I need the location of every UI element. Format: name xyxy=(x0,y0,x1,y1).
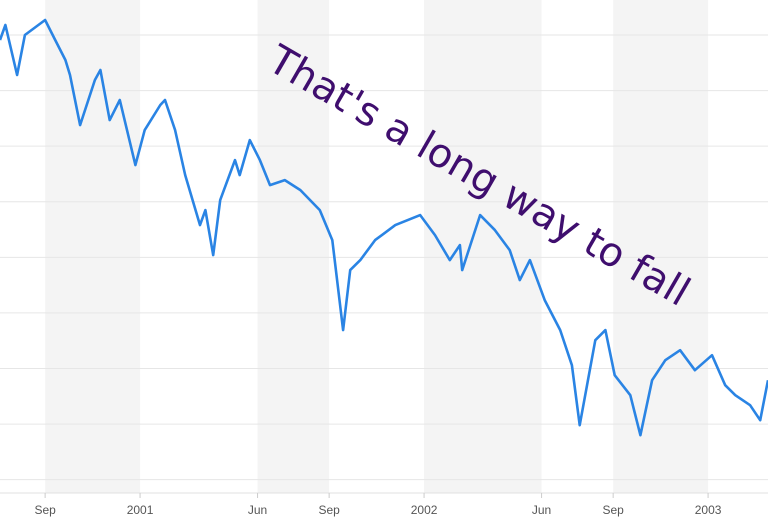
shaded-band xyxy=(45,0,141,493)
x-tick-label: Sep xyxy=(34,503,56,517)
bands xyxy=(45,0,709,493)
x-tick-label: 2002 xyxy=(411,503,438,517)
series-line xyxy=(0,18,768,437)
x-tick-label: Jun xyxy=(532,503,551,517)
x-tick-label: 2003 xyxy=(695,503,722,517)
shaded-band xyxy=(424,0,542,493)
shaded-band xyxy=(613,0,709,493)
x-tick-label: Sep xyxy=(318,503,340,517)
grid: Sep 2001 Jun Sep 2002 Jun Sep 2003 xyxy=(0,34,768,517)
x-tick-label: Jun xyxy=(248,503,267,517)
x-tick-label: Sep xyxy=(602,503,624,517)
plot xyxy=(0,18,768,437)
x-tick-label: 2001 xyxy=(127,503,154,517)
shaded-band xyxy=(257,0,330,493)
